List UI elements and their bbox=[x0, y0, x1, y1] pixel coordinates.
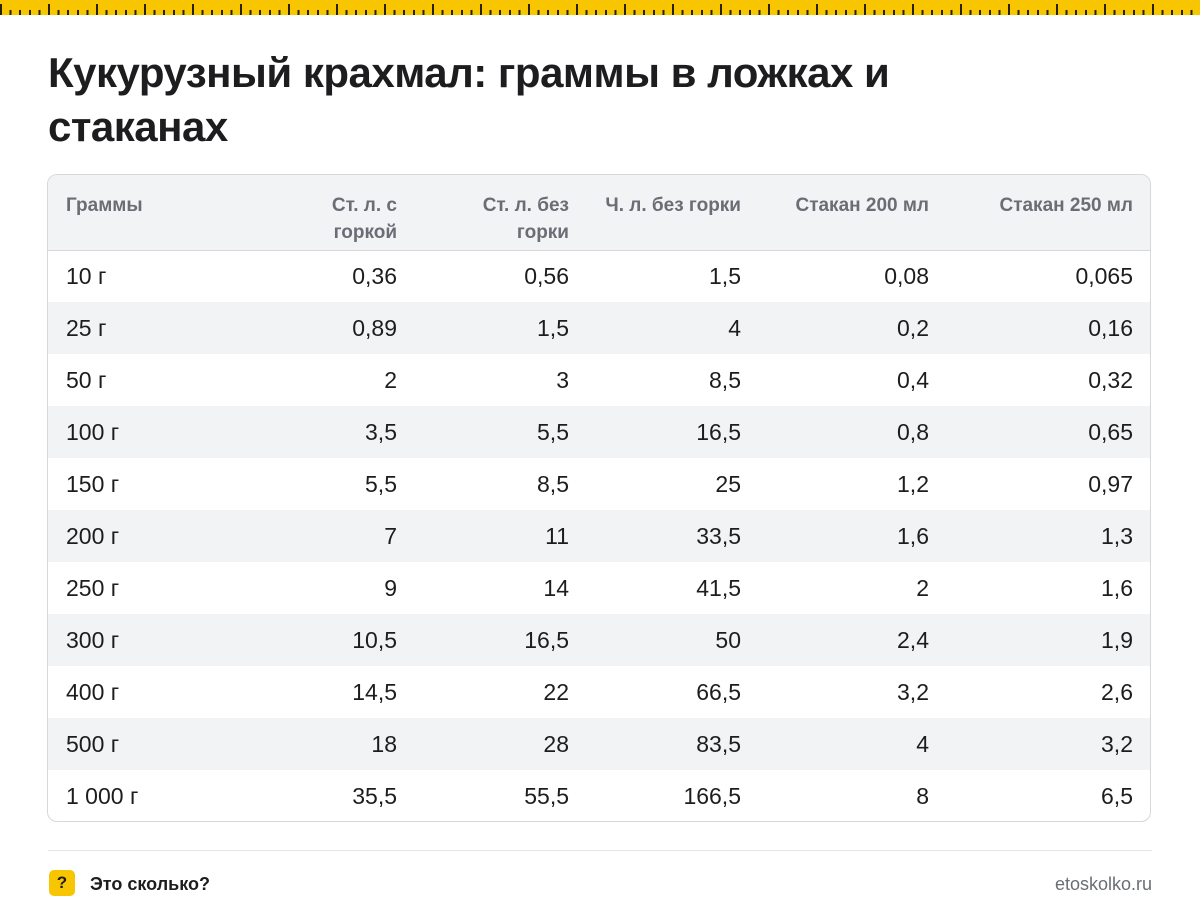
value-cell: 14 bbox=[543, 574, 569, 601]
column-header: Граммы bbox=[48, 175, 268, 251]
ruler-decoration bbox=[0, 0, 1200, 15]
grams-cell: 150 г bbox=[66, 470, 120, 497]
value-cell: 0,4 bbox=[897, 366, 929, 393]
value-cell: 83,5 bbox=[586, 718, 758, 770]
value-cell: 10,5 bbox=[268, 614, 414, 666]
table-row: 250 г 9 14 41,5 2 1,6 bbox=[48, 562, 1150, 614]
value-cell: 22 bbox=[543, 678, 569, 705]
grams-cell: 400 г bbox=[66, 678, 120, 705]
value-cell: 8,5 bbox=[537, 470, 569, 497]
grams-cell: 10 г bbox=[66, 262, 107, 289]
value-cell: 0,36 bbox=[352, 262, 397, 289]
table-row: 100 г 3,5 5,5 16,5 0,8 0,65 bbox=[48, 406, 1150, 458]
grams-cell: 250 г bbox=[66, 574, 120, 601]
table-row: 200 г 7 11 33,5 1,6 1,3 bbox=[48, 510, 1150, 562]
table-row: 50 г 2 3 8,5 0,4 0,32 bbox=[48, 354, 1150, 406]
grams-cell: 300 г bbox=[48, 614, 268, 666]
column-header: Стакан 200 мл bbox=[758, 175, 946, 251]
table-row: 300 г 10,5 16,5 50 2,4 1,9 bbox=[48, 614, 1150, 666]
value-cell: 55,5 bbox=[524, 782, 569, 809]
value-cell: 3,5 bbox=[268, 406, 414, 458]
table-row: 150 г 5,5 8,5 25 1,2 0,97 bbox=[48, 458, 1150, 510]
value-cell: 4 bbox=[586, 302, 758, 354]
grams-cell: 25 г bbox=[48, 302, 268, 354]
value-cell: 6,5 bbox=[1101, 782, 1133, 809]
footer-divider bbox=[48, 850, 1152, 851]
table-header-row: Граммы Ст. л. с горкой Ст. л. без горки … bbox=[48, 175, 1150, 251]
value-cell: 1,6 bbox=[1101, 574, 1133, 601]
value-cell: 1,5 bbox=[414, 302, 586, 354]
grams-cell: 500 г bbox=[48, 718, 268, 770]
value-cell: 1,3 bbox=[946, 510, 1150, 562]
value-cell: 16,5 bbox=[586, 406, 758, 458]
column-header: Ч. л. без горки bbox=[586, 175, 758, 251]
value-cell: 166,5 bbox=[683, 782, 741, 809]
value-cell: 5,5 bbox=[365, 470, 397, 497]
value-cell: 1,5 bbox=[709, 262, 741, 289]
value-cell: 8,5 bbox=[709, 366, 741, 393]
value-cell: 7 bbox=[268, 510, 414, 562]
value-cell: 1,2 bbox=[897, 470, 929, 497]
value-cell: 35,5 bbox=[352, 782, 397, 809]
value-cell: 11 bbox=[414, 510, 586, 562]
value-cell: 1,6 bbox=[758, 510, 946, 562]
grams-cell: 1 000 г bbox=[66, 782, 139, 809]
table-row: 10 г 0,36 0,56 1,5 0,08 0,065 bbox=[48, 250, 1150, 302]
brand-name: Это сколько? bbox=[90, 874, 210, 894]
value-cell: 2 bbox=[384, 366, 397, 393]
value-cell: 3,2 bbox=[946, 718, 1150, 770]
value-cell: 0,2 bbox=[758, 302, 946, 354]
value-cell: 14,5 bbox=[352, 678, 397, 705]
value-cell: 50 bbox=[586, 614, 758, 666]
table-row: 500 г 18 28 83,5 4 3,2 bbox=[48, 718, 1150, 770]
value-cell: 0,08 bbox=[884, 262, 929, 289]
table-row: 1 000 г 35,5 55,5 166,5 8 6,5 bbox=[48, 770, 1150, 821]
value-cell: 8 bbox=[916, 782, 929, 809]
column-header: Ст. л. без горки bbox=[414, 175, 586, 251]
value-cell: 28 bbox=[414, 718, 586, 770]
value-cell: 66,5 bbox=[696, 678, 741, 705]
value-cell: 0,16 bbox=[946, 302, 1150, 354]
value-cell: 2,4 bbox=[758, 614, 946, 666]
grams-cell: 50 г bbox=[66, 366, 107, 393]
table-row: 400 г 14,5 22 66,5 3,2 2,6 bbox=[48, 666, 1150, 718]
value-cell: 5,5 bbox=[414, 406, 586, 458]
page-title: Кукурузный крахмал: граммы в ложках и ст… bbox=[48, 49, 890, 150]
value-cell: 2 bbox=[916, 574, 929, 601]
value-cell: 18 bbox=[268, 718, 414, 770]
column-header: Стакан 250 мл bbox=[946, 175, 1150, 251]
value-cell: 41,5 bbox=[696, 574, 741, 601]
value-cell: 0,65 bbox=[946, 406, 1150, 458]
site-link[interactable]: etoskolko.ru bbox=[1054, 874, 1152, 894]
value-cell: 4 bbox=[758, 718, 946, 770]
value-cell: 0,8 bbox=[758, 406, 946, 458]
question-mark-icon: ? bbox=[49, 870, 75, 896]
value-cell: 25 bbox=[715, 470, 741, 497]
value-cell: 3 bbox=[556, 366, 569, 393]
value-cell: 3,2 bbox=[897, 678, 929, 705]
value-cell: 0,97 bbox=[1088, 470, 1133, 497]
value-cell: 0,32 bbox=[1088, 366, 1133, 393]
column-header: Ст. л. с горкой bbox=[268, 175, 414, 251]
table-row: 25 г 0,89 1,5 4 0,2 0,16 bbox=[48, 302, 1150, 354]
value-cell: 0,56 bbox=[524, 262, 569, 289]
grams-cell: 100 г bbox=[48, 406, 268, 458]
value-cell: 33,5 bbox=[586, 510, 758, 562]
value-cell: 0,065 bbox=[1075, 262, 1133, 289]
conversion-table: Граммы Ст. л. с горкой Ст. л. без горки … bbox=[47, 174, 1151, 822]
value-cell: 2,6 bbox=[1101, 678, 1133, 705]
value-cell: 16,5 bbox=[414, 614, 586, 666]
value-cell: 0,89 bbox=[268, 302, 414, 354]
value-cell: 9 bbox=[384, 574, 397, 601]
value-cell: 1,9 bbox=[946, 614, 1150, 666]
grams-cell: 200 г bbox=[48, 510, 268, 562]
